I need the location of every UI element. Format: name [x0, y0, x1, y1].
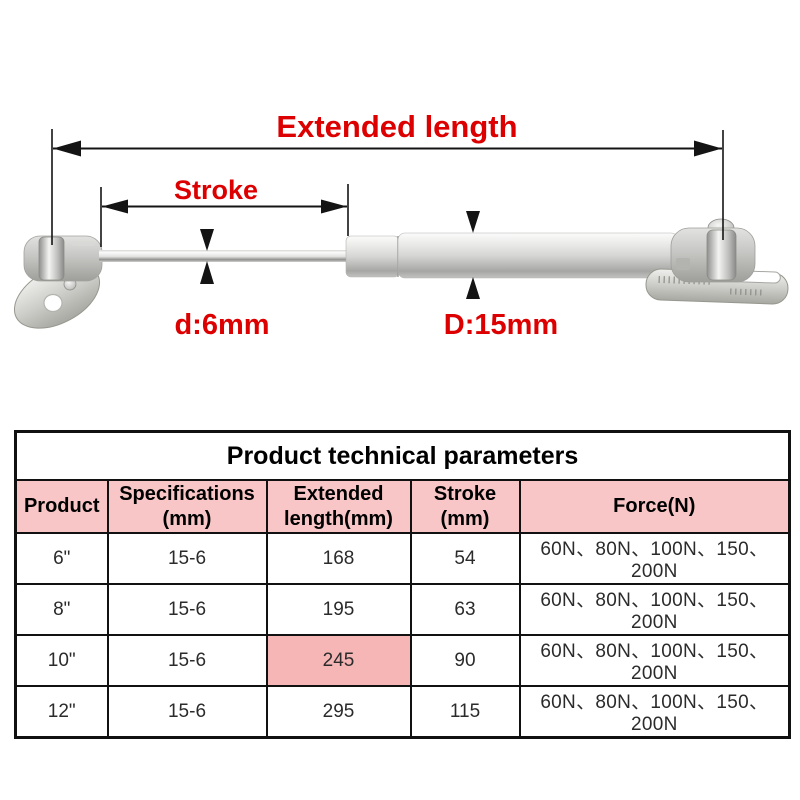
cylinder-body — [345, 232, 679, 279]
cell-specifications: 15-6 — [106, 685, 268, 739]
arrow-right-icon — [694, 140, 722, 157]
cell-stroke: 115 — [409, 685, 521, 739]
rod-diameter-arrow-bottom-icon — [200, 261, 214, 284]
cell-product: 8" — [14, 583, 109, 636]
right-fitting-notch — [676, 258, 690, 270]
header-specifications: Specifications (mm) — [106, 479, 268, 534]
arrow-left-icon — [102, 199, 128, 214]
table-header-row: Product Specifications (mm) Extended len… — [14, 479, 791, 534]
cell-product: 10" — [14, 634, 109, 687]
cell-extended-length: 245 — [265, 634, 412, 687]
header-product: Product — [14, 479, 109, 534]
right-pivot-ring — [706, 229, 737, 281]
cell-specifications: 15-6 — [106, 583, 268, 636]
extended-length-label: Extended length — [276, 109, 517, 144]
header-stroke: Stroke (mm) — [409, 479, 521, 534]
cylinder-tube — [397, 232, 679, 279]
gas-strut-product — [13, 218, 789, 329]
table-title: Product technical parameters — [14, 430, 791, 481]
dimension-annotations: Extended length Stroke d:6mm D:15mm — [51, 109, 724, 341]
left-plate-hole — [43, 293, 63, 313]
table-row: 8" 15-6 195 63 60N、80N、100N、150、200N — [14, 583, 791, 636]
header-extended-length: Extended length(mm) — [265, 479, 412, 534]
cell-force: 60N、80N、100N、150、200N — [518, 634, 791, 687]
header-force: Force(N) — [518, 479, 791, 534]
table-row: 10" 15-6 245 90 60N、80N、100N、150、200N — [14, 634, 791, 687]
left-fitting-notch — [72, 241, 94, 246]
cell-force: 60N、80N、100N、150、200N — [518, 583, 791, 636]
cell-specifications: 15-6 — [106, 634, 268, 687]
table-row: 6" 15-6 168 54 60N、80N、100N、150、200N — [14, 532, 791, 585]
cell-force: 60N、80N、100N、150、200N — [518, 685, 791, 739]
rod-diameter-arrow-top-icon — [200, 229, 214, 251]
cell-extended-length: 195 — [265, 583, 412, 636]
cell-product: 6" — [14, 532, 109, 585]
right-bracket — [645, 218, 789, 305]
stroke-label: Stroke — [174, 175, 258, 205]
body-diameter-label: D:15mm — [444, 309, 558, 341]
piston-rod — [99, 250, 349, 262]
cell-force: 60N、80N、100N、150、200N — [518, 532, 791, 585]
gas-strut-diagram: Extended length Stroke d:6mm D:15mm — [13, 109, 789, 341]
cell-stroke: 63 — [409, 583, 521, 636]
body-diameter-arrow-top-icon — [466, 211, 480, 233]
cell-extended-length: 295 — [265, 685, 412, 739]
body-diameter-arrow-bottom-icon — [466, 277, 480, 299]
cylinder-collar — [345, 235, 400, 278]
cell-specifications: 15-6 — [106, 532, 268, 585]
left-bracket — [13, 235, 103, 329]
arrow-left-icon — [53, 140, 81, 157]
cell-extended-length: 168 — [265, 532, 412, 585]
table-title-row: Product technical parameters — [14, 430, 791, 481]
cell-stroke: 90 — [409, 634, 521, 687]
table-row: 12" 15-6 295 115 60N、80N、100N、150、200N — [14, 685, 791, 739]
cell-product: 12" — [14, 685, 109, 739]
arrow-right-icon — [321, 199, 347, 214]
cell-stroke: 54 — [409, 532, 521, 585]
rod-diameter-label: d:6mm — [174, 309, 269, 341]
product-parameters-table: Product technical parameters Product Spe… — [14, 430, 792, 739]
